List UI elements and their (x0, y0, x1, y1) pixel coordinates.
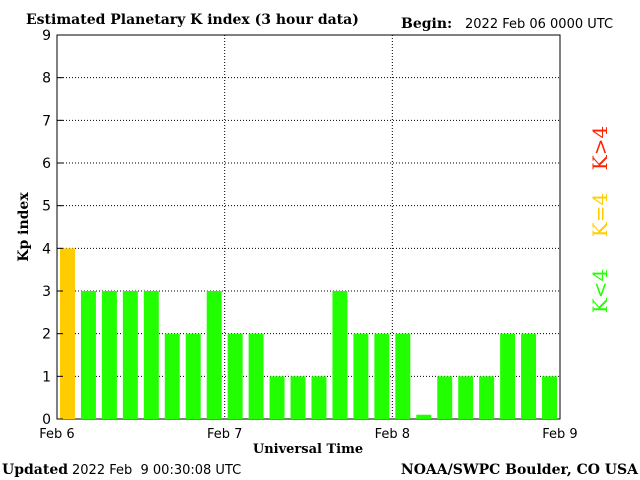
kp-bar (101, 291, 117, 419)
x-axis-label: Universal Time (253, 442, 363, 457)
y-tick-label: 4 (42, 241, 51, 257)
y-tick-label: 9 (42, 28, 51, 44)
kp-bar (458, 376, 474, 419)
kp-bar (185, 333, 201, 419)
kp-bar (80, 291, 96, 419)
credit-text: NOAA/SWPC Boulder, CO USA (401, 462, 639, 478)
kp-bar (227, 333, 243, 419)
kp-bar (353, 333, 369, 419)
kp-bar (60, 248, 75, 419)
y-tick-label: 5 (42, 199, 51, 215)
legend-k-equal-4: K=4 (588, 193, 612, 237)
updated-value: 2022 Feb 9 00:30:08 UTC (72, 463, 241, 478)
kp-bar (206, 291, 222, 419)
updated-label: Updated (2, 462, 68, 478)
chart-title: Estimated Planetary K index (3 hour data… (26, 12, 359, 28)
x-tick-label: Feb 9 (542, 427, 577, 442)
kp-bar (122, 291, 138, 419)
kp-bar (521, 333, 537, 419)
y-tick-label: 6 (42, 156, 51, 172)
x-tick-label: Feb 7 (207, 427, 242, 442)
y-axis-label: Kp index (16, 192, 32, 262)
y-tick-label: 7 (42, 113, 51, 129)
grid-lines (57, 35, 560, 419)
kp-bar (542, 376, 557, 419)
kp-bar (143, 291, 159, 419)
kp-bar (479, 376, 495, 419)
kp-bar (290, 376, 306, 419)
kp-bar (395, 333, 411, 419)
x-tick-label: Feb 6 (39, 427, 74, 442)
kp-bar (164, 333, 180, 419)
legend-k-below-4: K<4 (588, 269, 612, 313)
x-tick-label: Feb 8 (375, 427, 410, 442)
plot-frame (56, 34, 561, 420)
begin-value: 2022 Feb 06 0000 UTC (465, 17, 613, 32)
y-ticks: 0 1 2 3 4 5 6 7 8 9 (42, 28, 63, 428)
y-tick-label: 1 (42, 369, 51, 385)
y-tick-label: 2 (42, 327, 51, 343)
kp-bar (332, 291, 348, 419)
legend-k-above-4: K>4 (588, 126, 612, 170)
y-tick-label: 0 (42, 412, 51, 428)
kp-bar (269, 376, 285, 419)
y-tick-label: 3 (42, 284, 51, 300)
kp-bar (248, 333, 264, 419)
kp-bar (500, 333, 516, 419)
bars (60, 248, 557, 419)
kp-bar (374, 333, 390, 419)
kp-bar (311, 376, 327, 419)
x-ticks: Feb 6 Feb 7 Feb 8 Feb 9 (39, 427, 577, 442)
y-tick-label: 8 (42, 71, 51, 87)
kp-bar (416, 414, 432, 419)
begin-label: Begin: (401, 16, 452, 32)
kp-bar (437, 376, 453, 419)
